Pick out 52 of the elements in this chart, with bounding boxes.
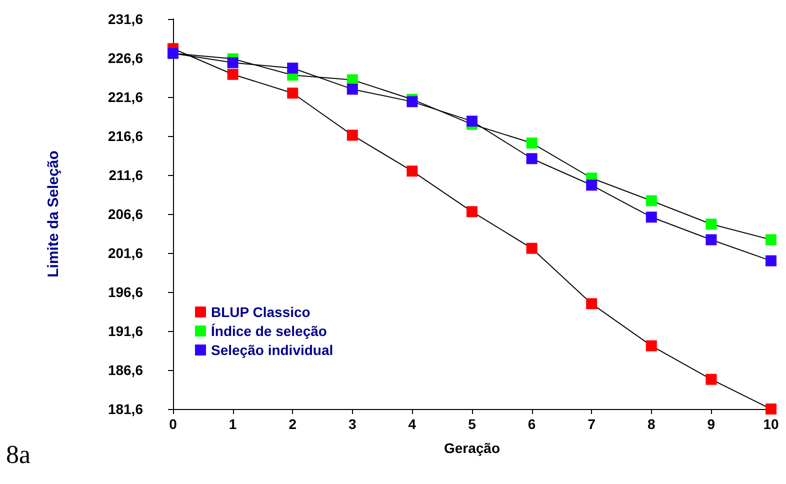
- x-tick-label: 4: [408, 416, 416, 432]
- point: [227, 68, 238, 80]
- point: [766, 234, 776, 246]
- x-tick-label: 6: [528, 416, 536, 432]
- y-tick-label: 201,6: [108, 245, 144, 261]
- x-tick-label: 7: [588, 416, 596, 432]
- point: [406, 166, 418, 177]
- x-axis-title: Geração: [444, 440, 500, 456]
- x-tick-label: 9: [707, 416, 716, 432]
- y-tick-label: 226,6: [108, 50, 144, 66]
- point: [526, 153, 538, 164]
- point: [706, 234, 717, 246]
- point: [586, 298, 598, 310]
- x-tick-label: 8: [648, 416, 656, 432]
- point: [766, 255, 776, 266]
- point: [706, 218, 717, 230]
- x-tick-label: 2: [288, 416, 297, 432]
- point: [526, 138, 538, 149]
- point: [526, 242, 538, 254]
- point: [346, 130, 358, 141]
- y-tick-label: 216,6: [108, 128, 144, 144]
- point: [287, 62, 298, 74]
- point: [466, 206, 478, 218]
- x-tick-label: 10: [763, 416, 779, 432]
- y-tick-label: 186,6: [108, 362, 144, 378]
- x-tick-label: 0: [169, 416, 178, 432]
- point: [227, 57, 238, 68]
- legend-label: Seleção individual: [211, 342, 334, 358]
- y-tick-label: 221,6: [108, 89, 144, 105]
- y-tick-label: 206,6: [108, 206, 144, 222]
- point: [586, 180, 598, 191]
- point: [466, 116, 478, 127]
- x-tick-label: 1: [228, 416, 237, 432]
- y-tick-label: 231,6: [108, 11, 144, 27]
- x-tick-label: 3: [348, 416, 356, 432]
- text: 8a: [6, 440, 31, 470]
- y-tick-label: 211,6: [108, 167, 144, 183]
- point: [706, 374, 717, 385]
- point: [646, 212, 657, 223]
- point: [346, 84, 358, 95]
- x-tick-label: 5: [468, 416, 476, 432]
- y-tick-label: 181,6: [108, 401, 144, 417]
- legend-label: Índice de seleção: [211, 323, 327, 339]
- point: [646, 195, 657, 206]
- y-axis-title: Limite da Seleção: [45, 150, 62, 278]
- y-tick-label: 191,6: [108, 323, 144, 339]
- y-tick-label: 196,6: [108, 284, 144, 300]
- point: [287, 88, 298, 99]
- point: [646, 340, 657, 352]
- legend-label: BLUP Classico: [211, 304, 310, 320]
- point: [406, 96, 418, 108]
- point: [766, 404, 776, 414]
